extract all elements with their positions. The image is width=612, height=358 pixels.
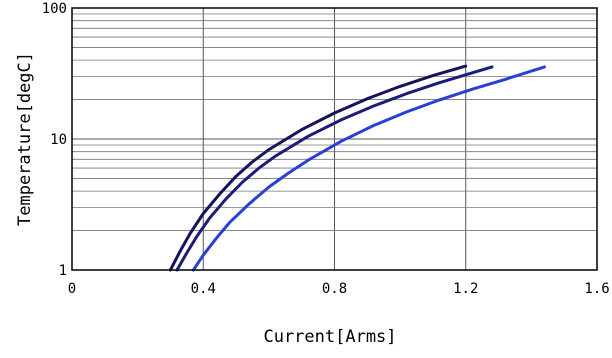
series-line-1 xyxy=(168,64,468,272)
x-tick-label-1: 0.4 xyxy=(191,281,216,297)
y-axis-ticks: 1 10 100 xyxy=(42,1,67,279)
series-lines xyxy=(168,64,546,272)
y-tick-label-0: 1 xyxy=(59,263,67,279)
series-line-3 xyxy=(191,65,546,272)
x-tick-label-0: 0 xyxy=(68,281,76,297)
x-axis-label: Current[Arms] xyxy=(263,327,396,347)
grid-lines xyxy=(72,8,597,270)
y-tick-label-2: 100 xyxy=(42,1,67,17)
x-tick-label-2: 0.8 xyxy=(322,281,347,297)
x-tick-label-3: 1.2 xyxy=(453,281,478,297)
x-axis-ticks: 0 0.4 0.8 1.2 1.6 xyxy=(68,281,610,297)
y-axis-label: Temperature[degC] xyxy=(15,52,35,226)
series-line-2 xyxy=(175,65,494,272)
y-tick-label-1: 10 xyxy=(50,132,67,148)
plot-frame xyxy=(71,7,598,271)
x-tick-label-4: 1.6 xyxy=(584,281,609,297)
